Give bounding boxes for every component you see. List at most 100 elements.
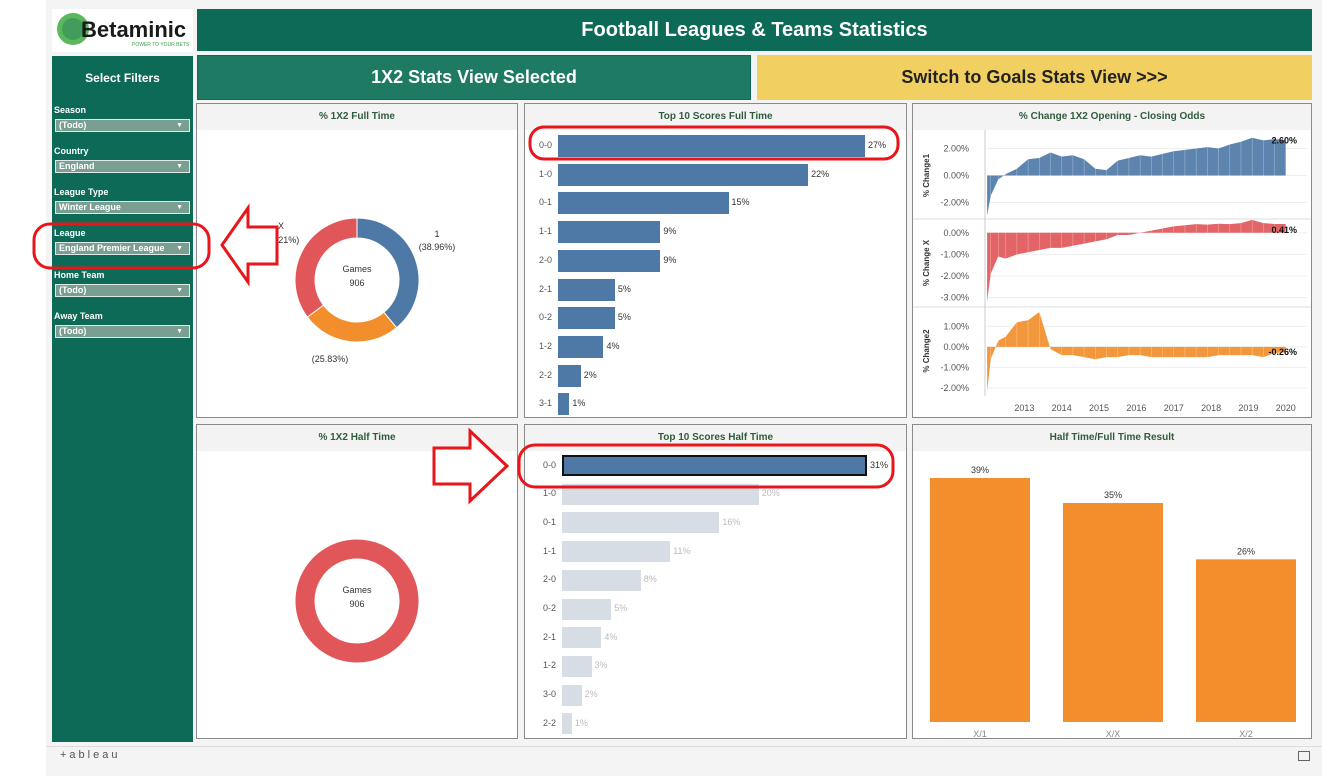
htft-bar-X/1[interactable] <box>930 478 1030 722</box>
score-bar-1-0[interactable] <box>562 483 759 505</box>
bar-value-label: 15% <box>731 197 750 208</box>
score-bar-2-0[interactable] <box>562 569 641 591</box>
bar-value-label: 26% <box>1237 546 1255 556</box>
axis-title: % Change X <box>922 239 931 286</box>
league-label: League <box>54 228 86 238</box>
ft-donut-slice-2[interactable] <box>306 304 398 343</box>
ft-scores-panel: Top 10 Scores Full Time 0-0 27% 1-0 22% 0-1 1… <box>524 103 907 418</box>
odds-change-area-charts[interactable]: 2.00% 0.00% -2.00% % Change1 2.60% 0.00% -1.00… <box>913 130 1311 418</box>
bar-value-label: 5% <box>617 312 631 323</box>
y-tick-label: 0.00% <box>943 228 969 238</box>
y-tick-label: 0.00% <box>943 171 969 181</box>
score-bar-3-0[interactable] <box>562 684 582 706</box>
series-end-label: 0.41% <box>1271 225 1297 235</box>
y-tick-label: -2.00% <box>940 198 969 208</box>
score-bar-0-2[interactable] <box>562 598 612 620</box>
htft-bar-chart[interactable]: 39% X/1 35% X/X 26% X/2 <box>913 451 1311 739</box>
bar-category-label: 1-2 <box>538 340 552 351</box>
score-bar-1-2[interactable] <box>562 655 592 677</box>
tableau-footer <box>46 746 1322 768</box>
chevron-down-icon: ▼ <box>176 287 183 294</box>
bar-value-label: 20% <box>761 488 780 499</box>
betaminic-logo[interactable]: Betaminic POWER TO YOUR BETS <box>52 9 193 52</box>
home-team-dropdown[interactable]: (Todo) ▼ <box>55 284 190 297</box>
bar-category-label: 3-0 <box>542 689 556 700</box>
x-category-label: X/1 <box>973 729 987 739</box>
score-bar-2-2[interactable] <box>558 364 581 387</box>
ht-donut-slice-x[interactable] <box>294 538 420 664</box>
bar-category-label: 1-0 <box>538 168 552 179</box>
score-bar-1-0[interactable] <box>558 163 809 186</box>
score-bar-2-1[interactable] <box>562 627 602 649</box>
bar-category-label: 0-2 <box>542 603 556 613</box>
season-value: (Todo) <box>59 120 87 130</box>
score-bar-0-0[interactable] <box>558 135 865 157</box>
score-bar-0-1[interactable] <box>562 512 720 534</box>
y-tick-label: -3.00% <box>940 293 969 303</box>
y-tick-label: 2.00% <box>943 144 969 154</box>
score-bar-2-1[interactable] <box>558 278 615 301</box>
bar-category-label: 2-1 <box>542 631 556 642</box>
score-bar-0-1[interactable] <box>558 192 729 215</box>
score-bar-1-1[interactable] <box>558 221 661 244</box>
x-tick-label: 2015 <box>1089 403 1109 413</box>
score-bar-2-2[interactable] <box>562 713 572 735</box>
htft-panel: Half Time/Full Time Result 39% X/1 35% X/X 2… <box>912 424 1312 739</box>
country-dropdown[interactable]: England ▼ <box>55 160 190 173</box>
bar-value-label: 5% <box>614 603 628 613</box>
score-bar-2-0[interactable] <box>558 249 661 272</box>
bar-value-label: 39% <box>971 465 989 475</box>
ht-1x2-donut-chart[interactable]: Games 906 <box>197 451 517 739</box>
home-team-label: Home Team <box>54 270 105 280</box>
score-bar-1-1[interactable] <box>562 541 671 563</box>
bar-category-label: 2-0 <box>538 254 552 265</box>
page-title: Football Leagues & Teams Statistics <box>197 9 1312 51</box>
fullscreen-icon[interactable] <box>1298 751 1310 761</box>
chevron-down-icon: ▼ <box>176 245 183 252</box>
series-end-label: -0.26% <box>1268 347 1297 357</box>
logo-text: Betaminic <box>81 17 186 42</box>
panel-title: Half Time/Full Time Result <box>913 425 1311 451</box>
league-type-label: League Type <box>54 187 109 197</box>
ft-scores-bar-chart[interactable]: 0-0 27% 1-0 22% 0-1 15% 1-1 9% 2-0 9% 2-1 5% 0-2 5% 1-… <box>525 130 906 418</box>
htft-bar-X/X[interactable] <box>1063 503 1163 722</box>
panel-title: % 1X2 Full Time <box>197 104 517 130</box>
bar-value-label: 1% <box>574 717 588 728</box>
score-bar-1-2[interactable] <box>558 335 604 358</box>
score-bar-3-1[interactable] <box>558 393 570 416</box>
x-tick-label: 2018 <box>1201 403 1221 413</box>
donut-center-label: Games <box>342 585 372 595</box>
switch-goals-view-button[interactable]: Switch to Goals Stats View >>> <box>757 55 1312 100</box>
score-bar-0-2[interactable] <box>558 307 615 330</box>
donut-center-value: 906 <box>349 278 364 288</box>
donut-center-label: Games <box>342 264 372 274</box>
bar-category-label: 2-1 <box>538 283 552 294</box>
away-team-dropdown[interactable]: (Todo) ▼ <box>55 325 190 338</box>
ht-1x2-panel: % 1X2 Half Time Games 906 <box>196 424 518 739</box>
y-tick-label: 0.00% <box>943 342 969 352</box>
panel-title: % 1X2 Half Time <box>197 425 517 451</box>
score-bar-0-0[interactable] <box>562 455 867 476</box>
area-series-2[interactable] <box>987 312 1286 392</box>
slice-pct-x: (35.21%) <box>263 235 300 245</box>
season-dropdown[interactable]: (Todo) ▼ <box>55 119 190 132</box>
country-label: Country <box>54 146 89 156</box>
bar-value-label: 5% <box>617 283 631 294</box>
home-team-value: (Todo) <box>59 285 87 295</box>
htft-bar-X/2[interactable] <box>1196 559 1296 722</box>
slice-pct-1: (38.96%) <box>419 242 456 252</box>
bar-category-label: 0-2 <box>538 312 552 323</box>
league-dropdown[interactable]: England Premier League ▼ <box>55 242 190 255</box>
bar-category-label: 1-0 <box>542 488 556 499</box>
bar-category-label: 2-2 <box>538 369 552 380</box>
1x2-stats-view-button[interactable]: 1X2 Stats View Selected <box>197 55 751 100</box>
series-end-label: 2.60% <box>1271 135 1297 145</box>
ft-donut-slice-x[interactable] <box>294 217 358 318</box>
ft-1x2-donut-chart[interactable]: Games 906 1 (38.96%) 2 (25.83%) X (35.21… <box>197 130 517 418</box>
x-tick-label: 2017 <box>1164 403 1184 413</box>
league-type-dropdown[interactable]: Winter League ▼ <box>55 201 190 214</box>
tableau-logo[interactable]: +ableau <box>60 749 121 761</box>
ht-scores-bar-chart[interactable]: 0-0 31% 1-0 20% 0-1 16% 1-1 11% 2-0 8% 0-2 5% 2-1 4% 1… <box>525 451 906 739</box>
bar-value-label: 3% <box>594 660 608 671</box>
x-tick-label: 2016 <box>1126 403 1146 413</box>
